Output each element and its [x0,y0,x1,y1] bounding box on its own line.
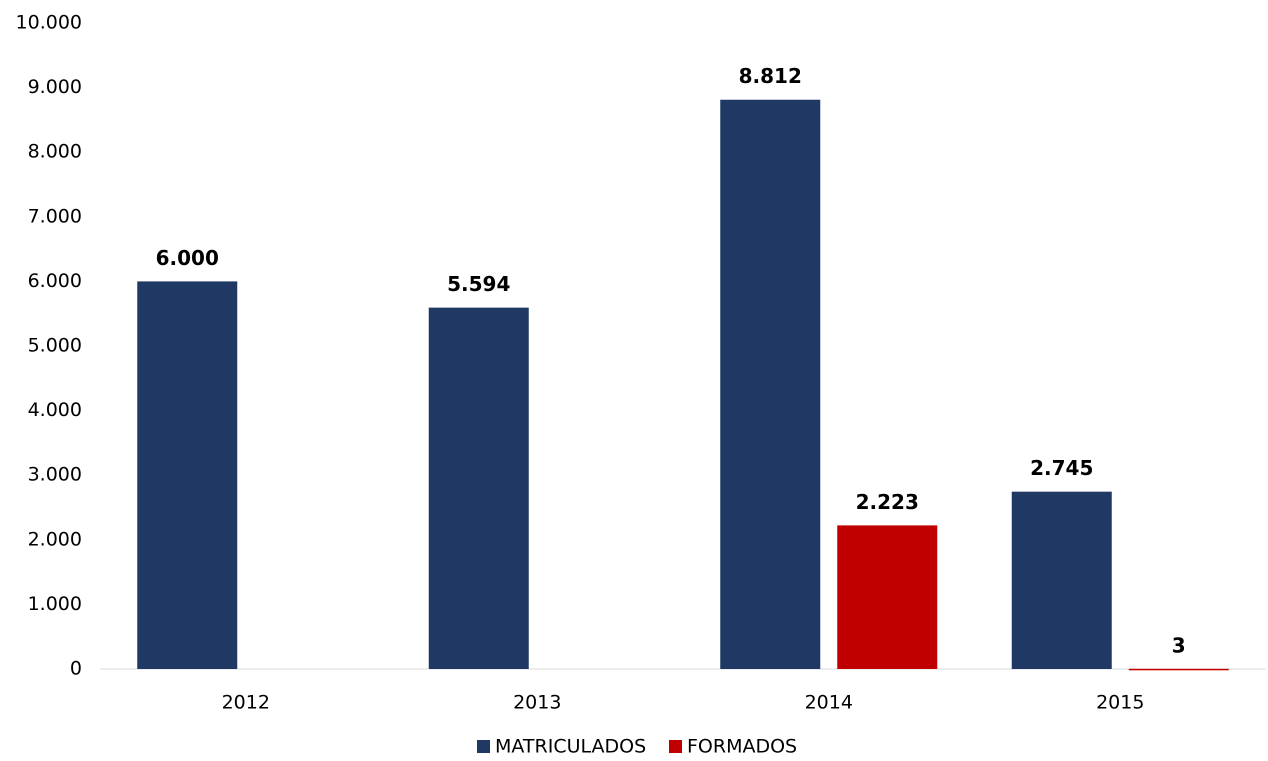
legend-label: FORMADOS [687,736,797,758]
y-tick-label: 5.000 [28,335,82,357]
bar [837,525,938,669]
legend-swatch [477,740,490,753]
y-tick-label: 6.000 [28,270,82,292]
x-tick-label: 2015 [1096,692,1144,714]
y-tick-label: 7.000 [28,205,82,227]
y-tick-label: 2.000 [28,528,82,550]
value-label: 2.223 [856,490,919,514]
y-tick-label: 8.000 [28,141,82,163]
x-tick-label: 2014 [805,692,853,714]
bar [720,99,821,669]
legend-swatch [669,740,682,753]
y-tick-label: 4.000 [28,399,82,421]
y-tick-label: 3.000 [28,464,82,486]
y-tick-label: 0 [70,658,82,680]
x-tick-label: 2013 [513,692,561,714]
value-label: 2.745 [1030,456,1093,480]
bar [1011,491,1112,669]
y-tick-label: 9.000 [28,76,82,98]
bar [137,281,238,669]
legend-label: MATRICULADOS [495,736,646,758]
bar [428,307,529,669]
value-label: 6.000 [156,246,219,270]
value-label: 3 [1172,633,1186,657]
bar [1128,668,1229,671]
x-tick-label: 2012 [222,692,270,714]
y-tick-label: 1.000 [28,593,82,615]
value-label: 5.594 [447,272,510,296]
value-label: 8.812 [739,64,802,88]
y-tick-label: 10.000 [16,12,82,34]
